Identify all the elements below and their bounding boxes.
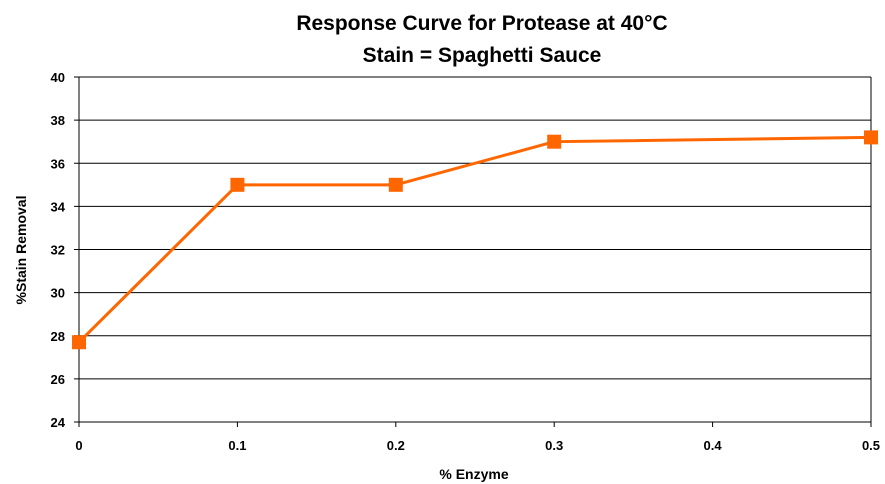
data-point-marker <box>230 177 245 192</box>
y-tick-label-30: 30 <box>51 286 65 301</box>
chart-title: Response Curve for Protease at 40°C <box>296 12 667 35</box>
y-tick-label-36: 36 <box>51 156 65 171</box>
tick-labels: 24 26 28 30 32 34 36 38 40 0 0.1 0.2 0.3 0.4 0.5 <box>51 70 881 453</box>
series-line-0 <box>77 135 872 344</box>
y-tick-label-40: 40 <box>51 70 65 85</box>
y-tick-label-34: 34 <box>51 199 66 214</box>
data-point-marker <box>72 335 86 350</box>
y-tick-label-28: 28 <box>51 329 65 344</box>
y-tick-label-38: 38 <box>51 113 65 128</box>
plot-series <box>72 130 878 350</box>
grid <box>79 76 871 423</box>
y-tick-label-24: 24 <box>51 415 66 430</box>
data-point-marker <box>388 177 403 192</box>
axes <box>74 76 872 427</box>
chart-subtitle: Stain = Spaghetti Sauce <box>363 44 602 67</box>
data-point-marker <box>547 134 562 149</box>
x-tick-label-0.2: 0.2 <box>387 438 405 453</box>
x-tick-label-0.3: 0.3 <box>545 438 563 453</box>
y-tick-label-26: 26 <box>51 372 65 387</box>
x-tick-label-0: 0 <box>75 438 82 453</box>
y-axis-label: %Stain Removal <box>13 196 29 305</box>
y-tick-label-32: 32 <box>51 243 65 258</box>
x-axis-label: % Enzyme <box>439 466 508 482</box>
x-tick-label-0.1: 0.1 <box>228 438 246 453</box>
x-tick-label-0.5: 0.5 <box>862 438 880 453</box>
data-point-marker <box>864 130 878 145</box>
x-tick-label-0.4: 0.4 <box>704 438 723 453</box>
